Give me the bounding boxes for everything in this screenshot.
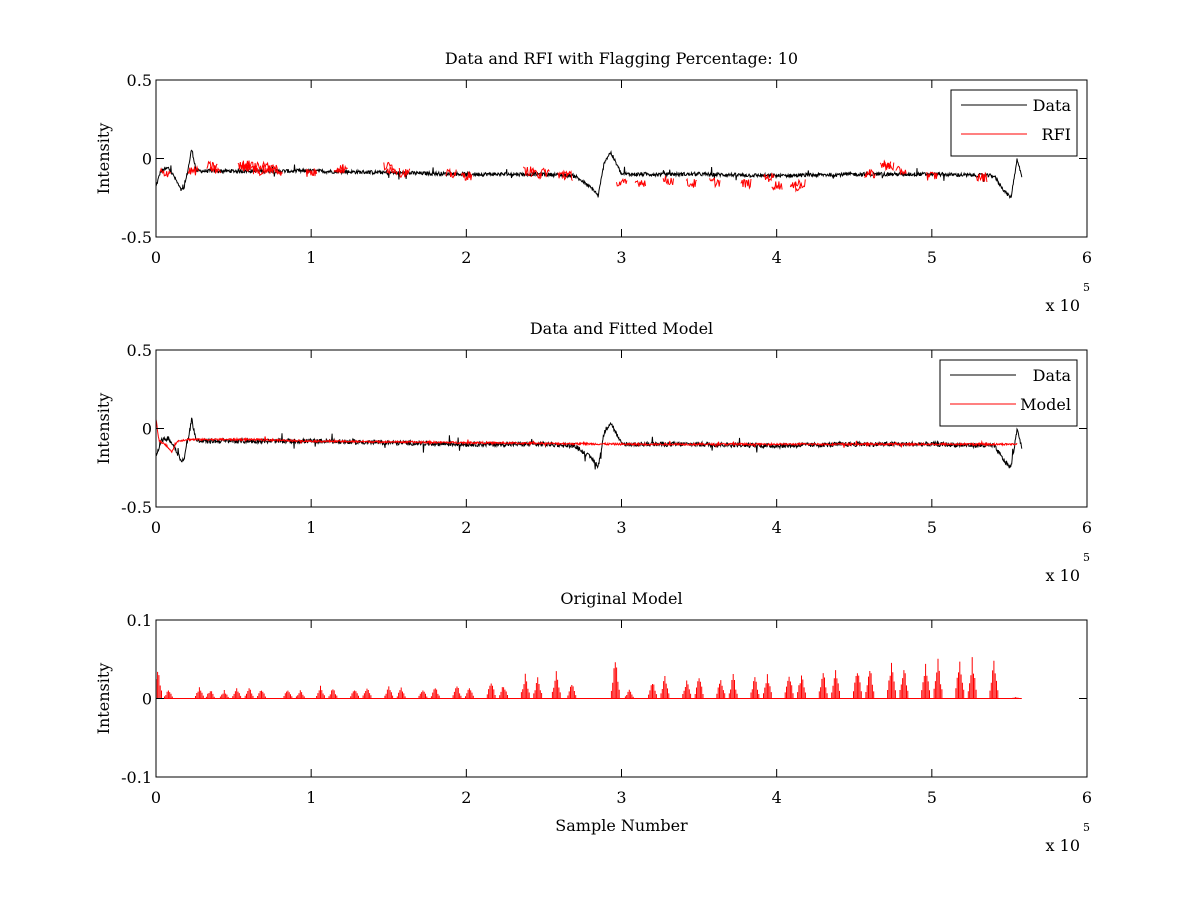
y-tick-label: 0.1 bbox=[127, 611, 152, 630]
plot-area bbox=[156, 657, 1022, 699]
x-tick-label: 6 bbox=[1082, 788, 1092, 807]
y-tick-label: -0.5 bbox=[121, 228, 152, 247]
x-tick-label: 3 bbox=[616, 518, 626, 537]
x-tick-label: 2 bbox=[461, 248, 471, 267]
chart-title: Original Model bbox=[560, 589, 682, 608]
x-tick-label: 5 bbox=[927, 518, 937, 537]
x-multiplier-label: x 10 bbox=[1046, 296, 1080, 315]
x-tick-label: 4 bbox=[772, 518, 782, 537]
series-model-line bbox=[156, 419, 1018, 454]
series-model-line bbox=[156, 657, 1022, 699]
x-multiplier-exponent: 5 bbox=[1083, 821, 1090, 834]
y-tick-label: -0.5 bbox=[121, 498, 152, 517]
chart-title: Data and RFI with Flagging Percentage: 1… bbox=[445, 49, 798, 68]
y-tick-label: -0.1 bbox=[121, 768, 152, 787]
x-tick-label: 0 bbox=[151, 248, 161, 267]
y-axis-label: Intensity bbox=[94, 393, 113, 465]
x-tick-label: 6 bbox=[1082, 248, 1092, 267]
x-multiplier-exponent: 5 bbox=[1083, 551, 1090, 564]
y-tick-label: 0 bbox=[142, 690, 152, 709]
x-tick-label: 0 bbox=[151, 518, 161, 537]
x-multiplier-label: x 10 bbox=[1046, 566, 1080, 585]
y-tick-label: 0.5 bbox=[127, 71, 152, 90]
y-tick-label: 0.5 bbox=[127, 341, 152, 360]
x-tick-label: 4 bbox=[772, 788, 782, 807]
series-data-line bbox=[156, 417, 1023, 470]
legend-box bbox=[950, 89, 1078, 157]
x-tick-label: 1 bbox=[306, 788, 316, 807]
legend: Data Model bbox=[939, 359, 1078, 427]
x-tick-label: 3 bbox=[616, 788, 626, 807]
legend-label-data: Data bbox=[1033, 96, 1072, 115]
y-tick-label: 0 bbox=[142, 150, 152, 169]
plot-area bbox=[156, 417, 1023, 470]
legend-label-rfi: RFI bbox=[1042, 125, 1071, 144]
x-tick-label: 5 bbox=[927, 248, 937, 267]
legend-box bbox=[939, 359, 1078, 427]
x-tick-label: 2 bbox=[461, 518, 471, 537]
x-multiplier-exponent: 5 bbox=[1083, 281, 1090, 294]
y-axis-label: Intensity bbox=[94, 123, 113, 195]
x-tick-label: 0 bbox=[151, 788, 161, 807]
x-tick-label: 5 bbox=[927, 788, 937, 807]
y-axis-label: Intensity bbox=[94, 663, 113, 735]
series-rfi-line bbox=[159, 159, 988, 193]
x-tick-label: 2 bbox=[461, 788, 471, 807]
x-tick-label: 1 bbox=[306, 518, 316, 537]
chart-title: Data and Fitted Model bbox=[530, 319, 713, 338]
x-tick-label: 1 bbox=[306, 248, 316, 267]
x-axis-label: Sample Number bbox=[555, 816, 688, 835]
x-multiplier-label: x 10 bbox=[1046, 836, 1080, 855]
x-tick-label: 3 bbox=[616, 248, 626, 267]
legend: Data RFI bbox=[950, 89, 1078, 157]
axes-box bbox=[155, 79, 1088, 238]
plot-area bbox=[156, 149, 1023, 199]
legend-label-model: Model bbox=[1020, 395, 1071, 414]
y-tick-label: 0 bbox=[142, 420, 152, 439]
x-tick-label: 4 bbox=[772, 248, 782, 267]
legend-label-data: Data bbox=[1033, 366, 1072, 385]
series-data-line bbox=[156, 149, 1023, 199]
x-tick-label: 6 bbox=[1082, 518, 1092, 537]
